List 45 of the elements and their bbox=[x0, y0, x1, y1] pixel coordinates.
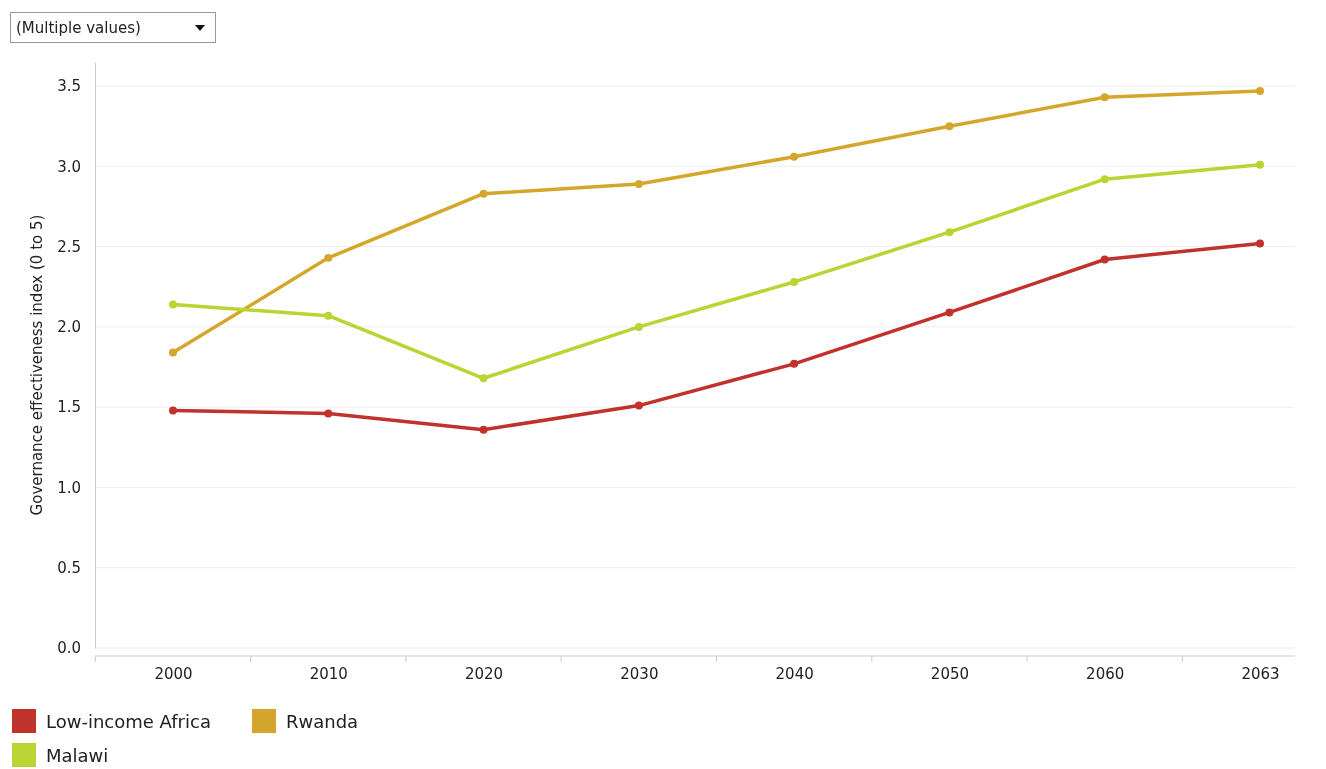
point bbox=[634, 401, 643, 410]
y-tick-label: 3.5 bbox=[57, 77, 81, 96]
point bbox=[1100, 175, 1109, 184]
point bbox=[324, 409, 333, 418]
x-tick-label: 2030 bbox=[620, 664, 659, 683]
point bbox=[169, 300, 177, 309]
x-tick-label: 2050 bbox=[930, 664, 970, 683]
x-tick-label: 2020 bbox=[464, 664, 504, 683]
point bbox=[1256, 239, 1264, 248]
legend-label: Rwanda bbox=[286, 711, 359, 732]
point bbox=[790, 359, 799, 368]
x-tick-label: 2040 bbox=[775, 664, 814, 683]
y-tick-label: 3.0 bbox=[57, 157, 81, 176]
point bbox=[634, 180, 643, 188]
point bbox=[169, 348, 177, 357]
legend-label: Malawi bbox=[46, 745, 109, 766]
x-tick-label: 2000 bbox=[154, 664, 193, 683]
y-tick-label: 1.5 bbox=[57, 398, 81, 417]
point bbox=[479, 374, 488, 383]
point bbox=[324, 311, 333, 320]
point bbox=[479, 189, 488, 198]
x-tick-label: 2060 bbox=[1086, 664, 1125, 683]
y-tick-label: 2.0 bbox=[57, 318, 81, 337]
y-axis-title: Governance effectiveness index (0 to 5) bbox=[28, 214, 46, 516]
y-tick-label: 0.0 bbox=[57, 639, 81, 658]
point bbox=[634, 322, 643, 331]
point bbox=[1256, 86, 1264, 95]
point bbox=[945, 308, 954, 317]
point bbox=[479, 425, 488, 434]
dropdown: (Multiple values) bbox=[10, 12, 216, 43]
legend-label: Low-income Africa bbox=[46, 711, 211, 732]
x-tick-label: 2063 bbox=[1241, 664, 1280, 683]
y-tick-label: 2.5 bbox=[57, 237, 81, 256]
point bbox=[790, 152, 799, 161]
point bbox=[1100, 255, 1109, 264]
point bbox=[324, 253, 333, 262]
x-tick-label: 2010 bbox=[309, 664, 348, 683]
point bbox=[945, 122, 954, 131]
point bbox=[1100, 93, 1109, 102]
point bbox=[790, 277, 799, 286]
y-tick-label: 0.5 bbox=[57, 559, 81, 578]
point bbox=[945, 228, 954, 237]
y-tick-label: 1.0 bbox=[57, 478, 81, 497]
point bbox=[1256, 160, 1264, 169]
point bbox=[169, 406, 177, 415]
